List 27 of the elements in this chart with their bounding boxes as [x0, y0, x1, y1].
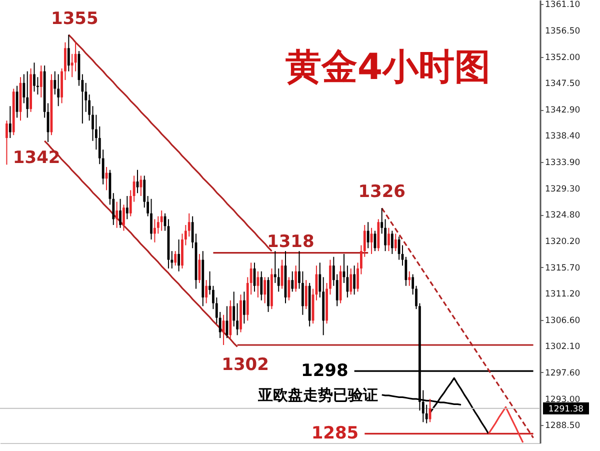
- y-tick-label: 1356.50: [545, 26, 580, 37]
- series-label: 亚欧盘走势已验证: [256, 386, 378, 404]
- series-label: 1342: [12, 148, 60, 168]
- y-tick-label: 1347.50: [545, 78, 580, 89]
- y-tick-label: 1306.60: [545, 316, 580, 326]
- series-label: 1326: [358, 182, 406, 202]
- ref-line-label: 1291.38: [548, 404, 584, 414]
- y-tick-label: 1315.70: [545, 263, 580, 274]
- y-tick-label: 1311.20: [545, 289, 580, 300]
- y-tick-label: 1297.60: [545, 368, 580, 378]
- y-tick-label: 1342.90: [545, 106, 580, 116]
- y-tick-label: 1361.10: [545, 0, 580, 10]
- y-tick-label: 1329.30: [545, 184, 580, 194]
- text: 黄金4小时图: [285, 47, 491, 88]
- series-label: 1302: [222, 355, 269, 376]
- y-tick-label: 1320.20: [545, 237, 580, 248]
- series-label: 1285: [311, 424, 359, 444]
- series-label: 1298: [300, 361, 348, 382]
- y-tick-label: 1293.00: [545, 394, 580, 405]
- y-tick-label: 1352.00: [545, 52, 580, 63]
- y-tick-label: 1333.90: [545, 158, 580, 168]
- y-tick-label: 1338.40: [545, 132, 580, 142]
- y-tick-label: 1324.80: [545, 210, 580, 221]
- series-label: 1355: [51, 8, 98, 29]
- y-tick-label: 1302.10: [545, 342, 580, 352]
- y-tick-label: 1288.50: [545, 421, 580, 432]
- series-label: 1318: [266, 232, 314, 252]
